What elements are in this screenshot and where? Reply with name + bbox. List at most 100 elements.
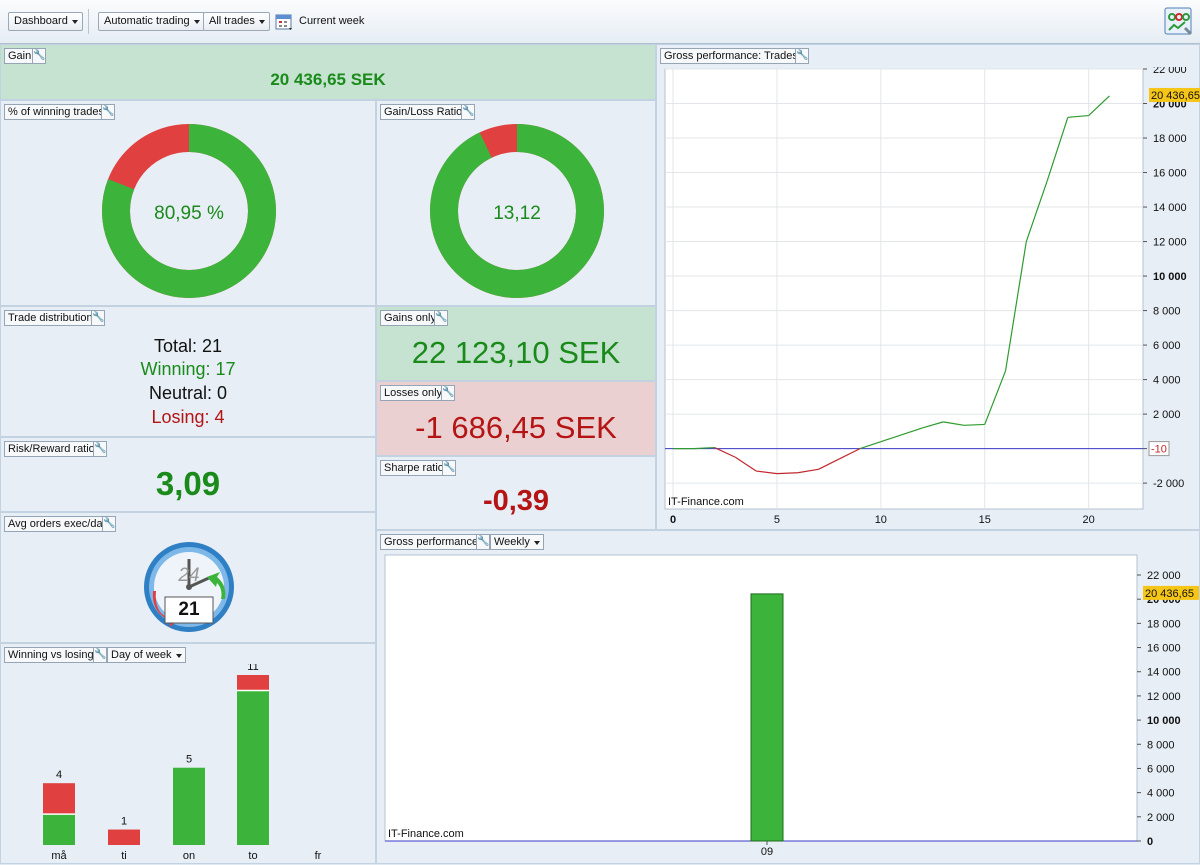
- performance-line-segment: [838, 448, 861, 460]
- weekly-bar: [750, 593, 784, 842]
- dashboard-settings-icon[interactable]: [1163, 6, 1195, 38]
- winning-vs-losing-chart: 4 må 1 ti 5 on 11 to fr: [43, 664, 322, 862]
- gain-loss-panel: Gain/Loss Ratio 🔧 13,12: [376, 100, 656, 306]
- performance-line-segment: [963, 423, 985, 426]
- performance-line-segment: [1088, 95, 1110, 117]
- last-value-label: 20 436,65: [1151, 90, 1200, 102]
- bar-category-label: fr: [315, 850, 322, 862]
- performance-line-segment: [984, 370, 1007, 425]
- y-tick-label: 22 000: [1153, 67, 1187, 76]
- x-tick-label: 0: [670, 514, 676, 526]
- risk-reward-value: 3,09: [155, 465, 221, 502]
- performance-line-segment: [693, 446, 715, 450]
- losing-trades: Losing: 4: [151, 407, 225, 427]
- y-tick-label: 18 000: [1147, 618, 1181, 630]
- trade-distribution-panel: Trade distribution 🔧 Total: 21 Winning: …: [0, 306, 376, 437]
- losses-only-settings-wrench-icon[interactable]: 🔧: [441, 385, 455, 401]
- y-tick-label: -2 000: [1153, 478, 1184, 490]
- gains-only-value: 22 123,10 SEK: [411, 335, 621, 370]
- y-tick-label: 6 000: [1147, 763, 1175, 775]
- performance-line-segment: [880, 434, 902, 443]
- automatic-trading-dropdown[interactable]: Automatic trading: [98, 12, 205, 31]
- loss-bar-to: [237, 675, 269, 691]
- performance-line-segment: [818, 458, 840, 470]
- bar-total-label: 11: [247, 664, 258, 673]
- win-bar-to: [237, 690, 269, 845]
- winning-pct-donut: [102, 124, 276, 298]
- performance-line-segment: [756, 470, 777, 475]
- period-label[interactable]: Current week: [299, 15, 365, 27]
- gain-loss-settings-wrench-icon[interactable]: 🔧: [461, 104, 475, 120]
- toolbar-separator: [88, 9, 89, 34]
- y-tick-label: 8 000: [1147, 739, 1175, 751]
- weekly-dropdown[interactable]: Weekly: [490, 534, 544, 550]
- last-value-badge: [1149, 87, 1200, 102]
- winning-pct-panel: % of winning trades 🔧 80,95 %: [0, 100, 376, 306]
- bar-category-label: to: [248, 850, 257, 862]
- gain-title: Gain: [4, 48, 36, 64]
- last-value-badge: [1143, 585, 1199, 600]
- x-tick-label: 10: [875, 514, 887, 526]
- y-tick-label: 2 000: [1153, 409, 1181, 421]
- bar-total-label: 1: [121, 816, 127, 828]
- y-tick-label: 10 000: [1147, 715, 1181, 727]
- gross-weekly-title: Gross performance: [380, 534, 483, 550]
- gain-loss-donut: [430, 124, 604, 298]
- risk-reward-panel: Risk/Reward ratio 🔧 3,09: [0, 437, 376, 512]
- day-of-week-dropdown[interactable]: Day of week: [107, 647, 186, 663]
- neutral-trades: Neutral: 0: [148, 383, 228, 403]
- plot-area: [664, 68, 1144, 510]
- loss-bar-må: [43, 783, 75, 815]
- x-tick-label: 15: [979, 514, 991, 526]
- clock-icon: [144, 542, 234, 632]
- risk-reward-settings-wrench-icon[interactable]: 🔧: [93, 441, 107, 457]
- losses-only-panel: Losses only 🔧 -1 686,45 SEK: [376, 381, 656, 456]
- bar-total-label: 4: [56, 769, 62, 781]
- trade-distribution-settings-wrench-icon[interactable]: 🔧: [91, 310, 105, 326]
- y-tick-label: 4 000: [1153, 375, 1181, 387]
- gains-only-settings-wrench-icon[interactable]: 🔧: [434, 310, 448, 326]
- losses-only-value: -1 686,45 SEK: [415, 410, 617, 445]
- last-value-label: 20 436,65: [1145, 588, 1194, 600]
- trade-distribution-title: Trade distribution: [4, 310, 97, 326]
- winning-vs-losing-settings-wrench-icon[interactable]: 🔧: [93, 647, 107, 663]
- toolbar: Dashboard Automatic trading All trades C…: [0, 0, 1200, 44]
- sharpe-title: Sharpe ratio: [380, 460, 448, 476]
- gross-weekly-settings-wrench-icon[interactable]: 🔧: [476, 534, 490, 550]
- y-tick-label: 14 000: [1153, 202, 1187, 214]
- watermark: IT-Finance.com: [388, 828, 464, 840]
- x-tick-label: 20: [1083, 514, 1095, 526]
- y-tick-label: 12 000: [1153, 237, 1187, 249]
- x-tick-label: 5: [774, 514, 780, 526]
- all-trades-dropdown[interactable]: All trades: [203, 12, 270, 31]
- performance-line-segment: [1046, 117, 1069, 182]
- winning-pct-settings-wrench-icon[interactable]: 🔧: [101, 104, 115, 120]
- gross-trades-settings-wrench-icon[interactable]: 🔧: [795, 48, 809, 64]
- y-tick-label: 2 000: [1147, 812, 1175, 824]
- winning-trades: Winning: 17: [140, 359, 236, 379]
- winning-vs-losing-title: Winning vs losing: [4, 647, 98, 663]
- avg-orders-value: 21: [178, 599, 200, 620]
- sharpe-settings-wrench-icon[interactable]: 🔧: [442, 460, 456, 476]
- y-tick-label: 4 000: [1147, 788, 1175, 800]
- avg-orders-title: Avg orders exec/day: [4, 516, 113, 532]
- calendar-icon[interactable]: [275, 12, 295, 32]
- performance-line-segment: [797, 468, 819, 474]
- win-bar-må: [43, 814, 75, 845]
- avg-orders-settings-wrench-icon[interactable]: 🔧: [102, 516, 116, 532]
- loss-bar-ti: [108, 829, 140, 845]
- donut-win-segment: [102, 124, 276, 298]
- gross-weekly-panel: Gross performance 🔧 Weekly 22 000 20 000 1…: [376, 530, 1200, 864]
- performance-line-segment: [943, 421, 965, 426]
- avg-orders-panel: Avg orders exec/day 🔧 24 21: [0, 512, 376, 643]
- total-trades: Total: 21: [153, 336, 223, 356]
- dashboard-dropdown[interactable]: Dashboard: [8, 12, 83, 31]
- bar-category-label: må: [51, 850, 67, 862]
- gross-trades-panel: Gross performance: Trades 🔧 22 000 20 000…: [656, 44, 1200, 530]
- gain-panel: Gain 🔧 20 436,65 SEK: [0, 44, 656, 100]
- gain-settings-wrench-icon[interactable]: 🔧: [32, 48, 46, 64]
- y-tick-label: 22 000: [1147, 570, 1181, 582]
- gains-only-title: Gains only: [380, 310, 440, 326]
- performance-line-segment: [901, 427, 923, 436]
